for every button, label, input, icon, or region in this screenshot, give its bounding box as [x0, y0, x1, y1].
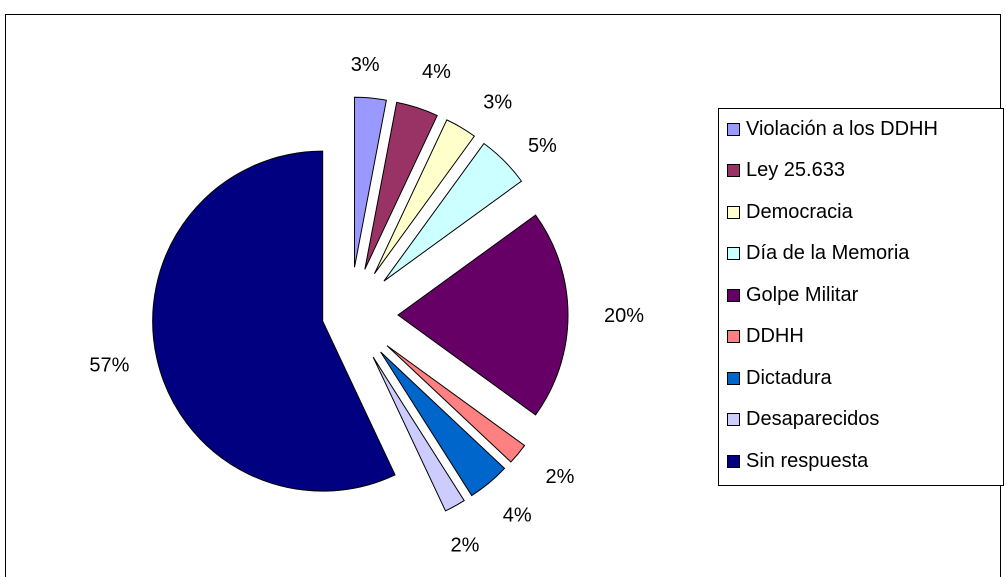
data-label: 4%	[422, 61, 451, 83]
pie-slice	[354, 96, 387, 268]
legend-label: Sin respuesta	[746, 449, 869, 472]
pie-slice	[386, 345, 526, 463]
legend-label: Desaparecidos	[746, 407, 880, 430]
legend-swatch	[727, 329, 740, 343]
legend-item: Desaparecidos	[727, 406, 879, 432]
pie-slice	[372, 356, 465, 512]
legend-swatch	[727, 288, 740, 302]
legend-label: Dictadura	[746, 366, 832, 389]
pie-slice	[373, 119, 476, 274]
data-label: 5%	[528, 135, 557, 157]
legend-label: DDHH	[746, 324, 804, 347]
data-label: 2%	[451, 535, 480, 557]
data-label: 20%	[604, 305, 644, 327]
legend-item: Sin respuesta	[727, 448, 868, 474]
legend-swatch	[727, 246, 740, 260]
pie-slice	[364, 101, 438, 270]
data-label: 57%	[89, 354, 129, 376]
legend-item: Violación a los DDHH	[727, 116, 938, 142]
legend-swatch	[727, 122, 740, 136]
legend-item: Golpe Militar	[727, 282, 858, 308]
legend-item: Día de la Memoria	[727, 240, 909, 266]
legend-label: Golpe Militar	[746, 283, 859, 306]
legend-label: Día de la Memoria	[746, 241, 910, 264]
data-label: 2%	[546, 466, 575, 488]
legend-item: Democracia	[727, 199, 853, 225]
pie-slice	[152, 150, 396, 492]
pie-slice	[380, 351, 506, 497]
legend-item: Ley 25.633	[727, 157, 845, 183]
legend-swatch	[727, 454, 740, 468]
legend-swatch	[727, 163, 740, 177]
data-label: 3%	[483, 91, 512, 113]
legend: Violación a los DDHH Ley 25.633 Democrac…	[718, 108, 1004, 486]
pie-slice	[383, 142, 523, 282]
data-label: 3%	[351, 54, 380, 76]
pie-slice	[397, 214, 569, 416]
legend-label: Violación a los DDHH	[746, 117, 938, 140]
legend-label: Ley 25.633	[746, 158, 845, 181]
legend-item: DDHH	[727, 323, 804, 349]
legend-swatch	[727, 205, 740, 219]
legend-label: Democracia	[746, 200, 853, 223]
legend-swatch	[727, 371, 740, 385]
legend-item: Dictadura	[727, 365, 832, 391]
data-label: 4%	[503, 505, 532, 527]
legend-swatch	[727, 412, 740, 426]
